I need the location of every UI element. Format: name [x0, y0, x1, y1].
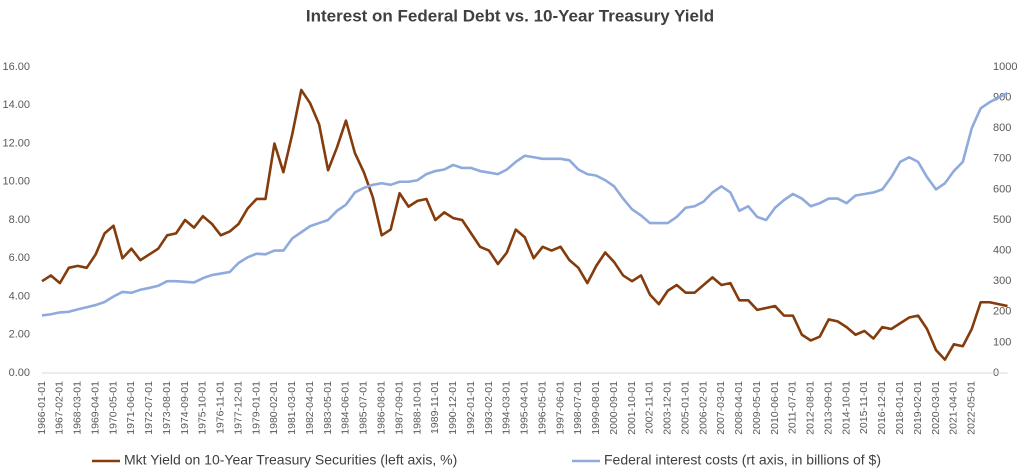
- x-tick-label: 1977-12-01: [232, 381, 244, 435]
- x-tick-label: 1992-01-01: [465, 381, 477, 435]
- x-tick-label: 2006-02-01: [697, 381, 709, 435]
- x-tick-label: 1975-10-01: [197, 381, 209, 435]
- x-tick-label: 1998-07-01: [572, 381, 584, 435]
- legend-label: Federal interest costs (rt axis, in bill…: [604, 452, 881, 468]
- x-tick-label: 2007-03-01: [715, 381, 727, 435]
- x-tick-label: 2014-10-01: [840, 381, 852, 435]
- x-tick-label: 1967-02-01: [54, 381, 66, 435]
- y-tick-label: 14.00: [2, 99, 30, 111]
- x-tick-label: 1981-03-01: [286, 381, 298, 435]
- x-tick-label: 1969-04-01: [89, 381, 101, 435]
- y-tick-label: 4.00: [9, 290, 30, 302]
- x-tick-label: 1997-06-01: [554, 381, 566, 435]
- x-tick-label: 1994-03-01: [501, 381, 513, 435]
- y-tick-label: 2.00: [9, 329, 30, 341]
- x-tick-label: 1979-01-01: [250, 381, 262, 435]
- x-tick-label: 2009-05-01: [751, 381, 763, 435]
- legend-label: Mkt Yield on 10-Year Treasury Securities…: [124, 452, 457, 468]
- x-tick-label: 1995-04-01: [519, 381, 531, 435]
- x-tick-label: 2008-04-01: [733, 381, 745, 435]
- x-tick-label: 2021-04-01: [948, 381, 960, 435]
- x-tick-label: 2001-10-01: [626, 381, 638, 435]
- x-tick-label: 2013-09-01: [822, 381, 834, 435]
- y2-tick-label: 500: [993, 214, 1011, 226]
- x-tick-label: 1987-09-01: [393, 381, 405, 435]
- series-line: [41, 88, 1008, 361]
- x-tick-label: 1985-07-01: [358, 381, 370, 435]
- x-tick-label: 1996-05-01: [536, 381, 548, 435]
- x-tick-label: 2019-02-01: [912, 381, 924, 435]
- x-tick-label: 2015-11-01: [858, 381, 870, 434]
- x-tick-label: 1984-06-01: [340, 381, 352, 435]
- x-tick-label: 2010-06-01: [769, 381, 781, 435]
- y-tick-label: 12.00: [2, 137, 30, 149]
- x-tick-label: 2005-01-01: [679, 381, 691, 435]
- x-tick-label: 1986-08-01: [375, 381, 387, 435]
- x-tick-label: 1989-11-01: [429, 381, 441, 434]
- x-tick-label: 1988-10-01: [411, 381, 423, 435]
- x-tick-label: 2012-08-01: [805, 381, 817, 435]
- x-tick-label: 1972-07-01: [143, 381, 155, 435]
- y2-tick-label: 800: [993, 122, 1011, 134]
- x-tick-label: 1971-06-01: [125, 381, 137, 435]
- chart-title: Interest on Federal Debt vs. 10-Year Tre…: [306, 6, 714, 25]
- x-tick-label: 2016-12-01: [876, 381, 888, 435]
- x-tick-label: 1970-05-01: [107, 381, 119, 435]
- x-tick-label: 2020-03-01: [930, 381, 942, 435]
- x-tick-label: 1983-05-01: [322, 381, 334, 435]
- x-tick-label: 1990-12-01: [447, 381, 459, 435]
- x-tick-label: 2000-09-01: [608, 381, 620, 435]
- x-tick-label: 2002-11-01: [644, 381, 656, 434]
- x-tick-label: 1966-01-01: [36, 381, 48, 435]
- series-line: [41, 91, 1009, 317]
- x-tick-label: 1993-02-01: [483, 381, 495, 435]
- y-tick-label: 8.00: [9, 214, 30, 226]
- y2-tick-label: 300: [993, 275, 1011, 287]
- y2-tick-label: 900: [993, 92, 1011, 104]
- y2-tick-label: 700: [993, 153, 1011, 165]
- x-tick-label: 2003-12-01: [662, 381, 674, 435]
- x-tick-label: 1980-02-01: [268, 381, 280, 435]
- x-tick-label: 1976-11-01: [215, 381, 227, 434]
- y-tick-label: 10.00: [2, 176, 30, 188]
- y-tick-label: 0.00: [9, 367, 30, 379]
- y2-tick-label: 400: [993, 245, 1011, 257]
- y-tick-label: 16.00: [2, 61, 30, 73]
- y2-tick-label: 200: [993, 306, 1011, 318]
- x-tick-label: 1968-03-01: [72, 381, 84, 435]
- y2-tick-label: 600: [993, 183, 1011, 195]
- x-tick-label: 2011-07-01: [787, 381, 799, 434]
- x-tick-label: 1999-08-01: [590, 381, 602, 435]
- x-tick-label: 1974-09-01: [179, 381, 191, 435]
- x-tick-label: 1973-08-01: [161, 381, 173, 435]
- y2-tick-label: 100: [993, 336, 1011, 348]
- y2-tick-label: 1000: [993, 61, 1017, 73]
- y-tick-label: 6.00: [9, 252, 30, 264]
- x-tick-label: 2022-05-01: [966, 381, 978, 435]
- x-tick-label: 2018-01-01: [894, 381, 906, 435]
- x-tick-label: 1982-04-01: [304, 381, 316, 435]
